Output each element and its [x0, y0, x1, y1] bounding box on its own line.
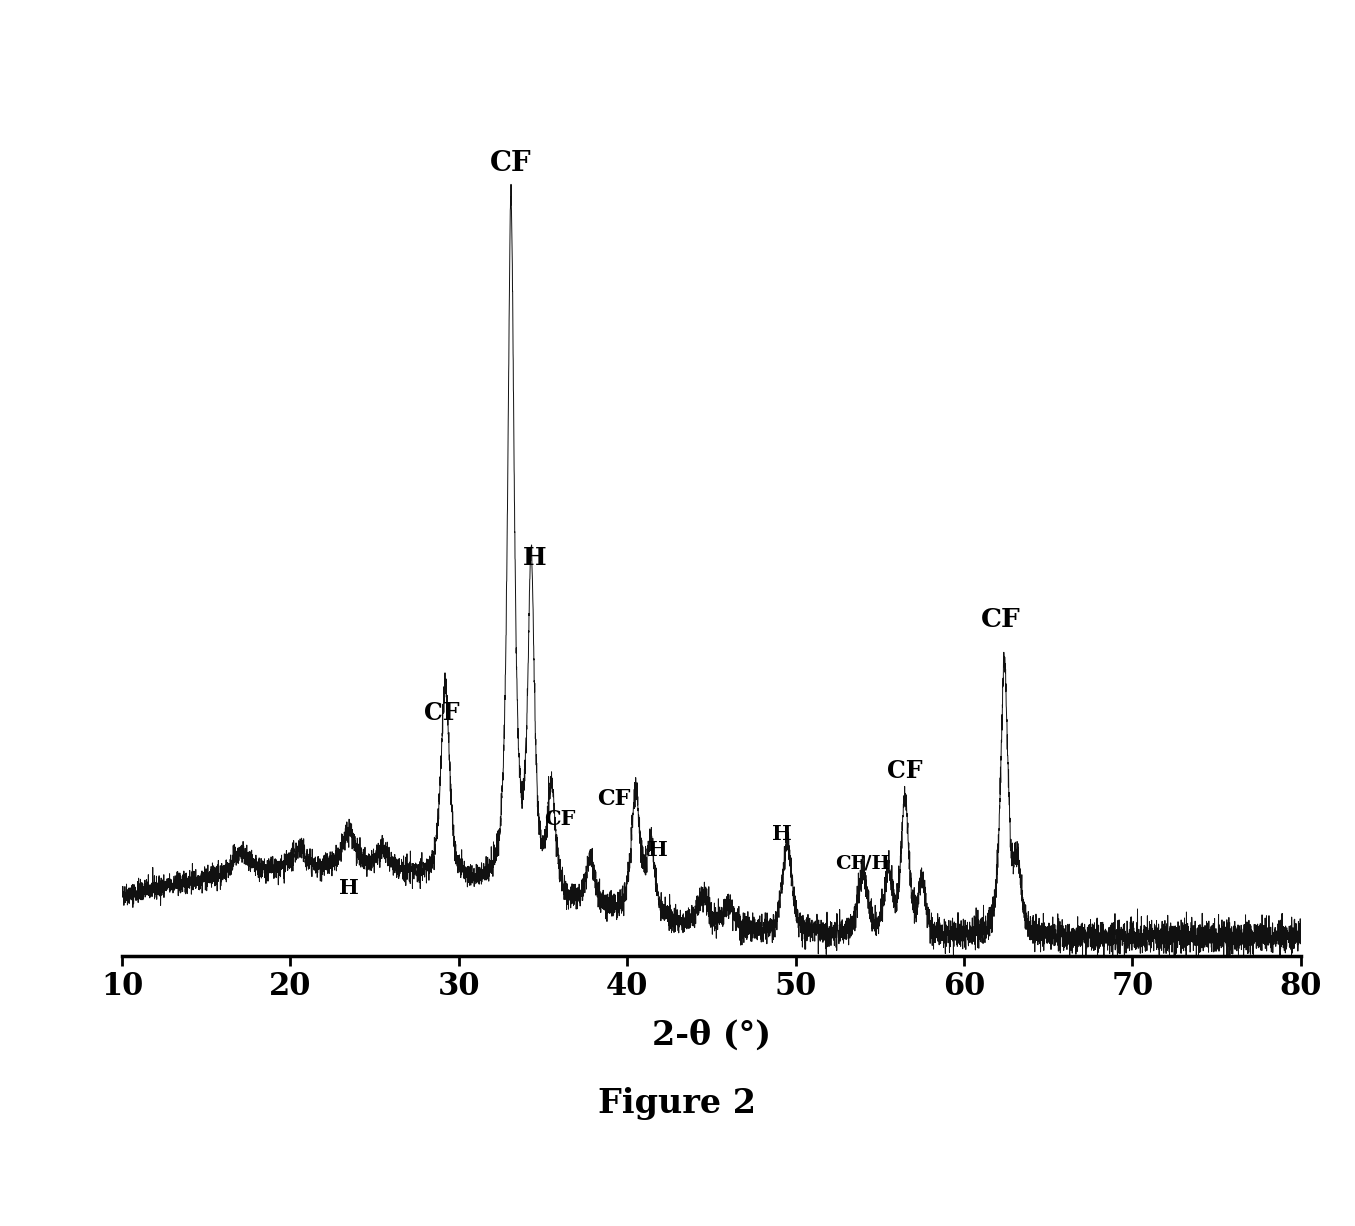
Text: CF: CF: [888, 759, 923, 782]
Text: CF: CF: [491, 150, 531, 177]
Text: H: H: [772, 824, 793, 845]
Text: H: H: [648, 840, 668, 859]
Text: CF/H: CF/H: [836, 855, 890, 873]
Text: H: H: [523, 547, 546, 570]
Text: CF: CF: [424, 701, 459, 725]
Text: CF: CF: [981, 607, 1020, 633]
Text: Figure 2: Figure 2: [599, 1087, 756, 1119]
Text: H: H: [339, 878, 359, 899]
Text: CF: CF: [545, 809, 576, 829]
Text: CF: CF: [598, 787, 630, 809]
X-axis label: 2-θ (°): 2-θ (°): [652, 1019, 771, 1052]
